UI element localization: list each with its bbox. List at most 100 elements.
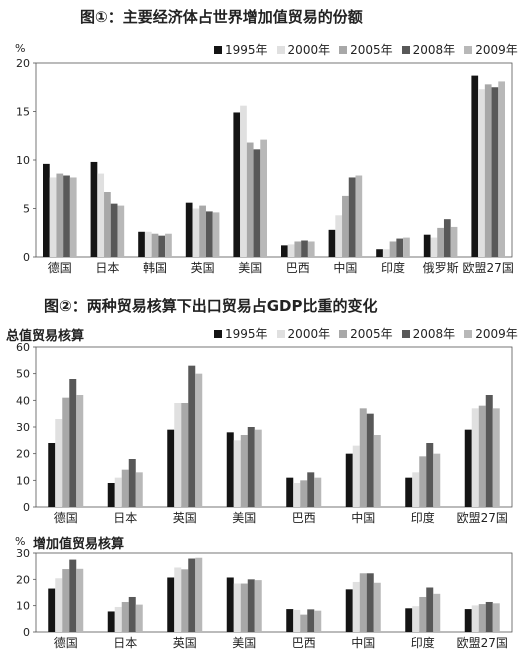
figure1-legend-swatch-0 (214, 45, 222, 54)
figure1-bar-0-2 (56, 173, 64, 257)
figure1-bar-8-1 (430, 237, 438, 257)
figure1-legend-label-4: 2009年 (475, 43, 518, 57)
figure2-value-added-bar-6-2 (419, 596, 427, 632)
figure1-legend-label-0: 1995年 (225, 43, 268, 57)
figure2-value-added-bar-6-3 (426, 587, 434, 632)
figure1-bar-5-4 (307, 241, 315, 257)
figure2-gross-bar-3-1 (233, 440, 241, 507)
figure2-gross-bar-4-0 (286, 477, 294, 507)
figure2-value-added-bar-0-0 (48, 588, 56, 632)
figure2-legend-item-4: 2009年 (464, 325, 518, 342)
figure1-bar-3-4 (212, 212, 220, 257)
figure1-bar-4-3 (253, 149, 261, 257)
figure2-value-added-bar-2-1 (174, 567, 182, 632)
figure2-legend-label-2: 2005年 (350, 327, 393, 341)
figure1-bar-0-0 (43, 163, 50, 257)
figure1-title: 图①：主要经济体占世界增加值贸易的份额 (80, 8, 363, 26)
figure1-bar-7-2 (389, 241, 397, 257)
figure1-legend-label-2: 2005年 (350, 43, 393, 57)
figure1-bar-4-1 (240, 105, 247, 258)
figure1-bar-6-1 (335, 215, 343, 257)
figure2-title: 图②：两种贸易核算下出口贸易占GDP比重的变化 (44, 297, 378, 315)
figure2-gross-bar-5-4 (373, 435, 381, 507)
figure2-value-added-category-label-2: 英国 (173, 636, 197, 650)
figure2-panel-b-unit: % (15, 535, 26, 548)
figure2-legend-label-0: 1995年 (225, 327, 268, 341)
figure2-value-added-bar-1-4 (135, 604, 143, 632)
figure2-value-added-bar-3-0 (226, 577, 234, 632)
figure1-bar-4-0 (233, 112, 241, 257)
figure2-legend-item-1: 2000年 (276, 325, 331, 342)
figure2-value-added-bar-5-2 (359, 573, 367, 632)
figure2-gross-bar-6-2 (419, 456, 427, 507)
figure1-category-label-7: 印度 (381, 260, 405, 275)
figure1-bar-8-4 (450, 226, 458, 257)
figure1-bar-6-3 (348, 177, 356, 257)
figure2-value-added-bar-1-3 (128, 596, 136, 632)
figure2-gross-category-label-5: 中国 (351, 510, 375, 525)
figure2-gross-ytick-label-3: 30 (16, 421, 30, 434)
figure2-value-added-bar-3-4 (254, 580, 262, 632)
figure1-bar-5-3 (301, 240, 308, 257)
figure2-legend-item-3: 2008年 (401, 325, 455, 342)
figure2-value-added-ytick-label-1: 10 (16, 600, 30, 613)
figure1-ytick-label-2: 10 (16, 154, 30, 167)
figure2-value-added-category-label-7: 欧盟27国 (457, 636, 508, 650)
figure1-category-label-1: 日本 (95, 261, 119, 275)
figure2-value-added-bar-7-1 (471, 605, 479, 632)
figure2-gross-bar-5-2 (359, 408, 367, 507)
figure2-value-added-bar-0-1 (55, 578, 63, 632)
figure2-gross-bar-1-0 (107, 483, 115, 507)
figure2-gross-bar-1-1 (114, 477, 122, 507)
figure1-bar-3-1 (192, 208, 200, 257)
figure2-gross-bar-3-0 (226, 432, 234, 507)
figure2-gross-bar-0-4 (76, 395, 84, 507)
figure2-value-added-ytick-label-0: 0 (23, 626, 30, 639)
figure2-value-added-bar-0-3 (69, 559, 77, 632)
figure1-bar-0-4 (69, 177, 77, 257)
figure1-category-label-4: 美国 (238, 261, 262, 275)
figure2-value-added-bar-6-0 (405, 608, 413, 632)
figure2-value-added-bar-1-2 (121, 601, 129, 632)
figure1-legend-item-4: 2009年 (464, 41, 518, 58)
figure2-value-added-bar-5-0 (345, 589, 353, 632)
figure2-value-added-bar-4-2 (300, 614, 308, 632)
figure2-gross-bar-6-4 (433, 453, 441, 507)
figure2-gross-bar-4-3 (307, 472, 315, 507)
figure2-legend-swatch-3 (401, 329, 410, 338)
figure1-bar-2-4 (165, 233, 172, 257)
figure2-gross-bar-7-4 (492, 408, 500, 507)
figure1-legend-swatch-3 (401, 45, 410, 54)
figure2-gross-bar-7-3 (485, 395, 493, 507)
figure2-value-added-bar-7-0 (464, 609, 472, 632)
figure1-bar-2-1 (144, 231, 152, 257)
figure1-bar-5-1 (287, 244, 295, 257)
figure2-value-added-category-label-0: 德国 (54, 635, 78, 650)
figure1-bar-1-2 (104, 192, 111, 257)
figure2-gross-bar-6-1 (412, 472, 420, 507)
figure2-gross-bar-6-3 (426, 443, 434, 507)
figure1-bar-3-3 (205, 211, 213, 257)
figure1-bar-2-2 (151, 233, 159, 257)
figure2-value-added-bar-5-1 (352, 581, 360, 632)
figure2-gross-bar-3-3 (247, 427, 255, 507)
figure1-bar-9-1 (478, 89, 485, 257)
figure1-bar-5-2 (294, 241, 302, 257)
figure1-category-label-0: 德国 (48, 260, 72, 275)
figure2-gross-ytick-label-6: 60 (16, 341, 30, 354)
figure2-value-added-plot-frame (35, 552, 513, 633)
figure1-category-label-2: 韩国 (143, 260, 167, 275)
figure1-bar-3-2 (199, 205, 206, 257)
figure2-gross-category-label-3: 美国 (232, 511, 256, 525)
figure1-legend-item-3: 2008年 (401, 41, 455, 58)
figure2-value-added-bar-7-4 (492, 603, 500, 632)
figure2-gross-bar-4-4 (314, 477, 322, 507)
figure1-ytick-label-4: 20 (16, 57, 30, 70)
figure2-legend-label-1: 2000年 (287, 327, 331, 341)
figure1-bar-8-2 (437, 227, 444, 257)
figure2-gross-bar-1-2 (121, 469, 129, 507)
figure2-value-added-bar-4-3 (307, 609, 315, 632)
figure2-gross-bar-0-3 (69, 379, 77, 507)
figure2-gross-bar-4-1 (293, 483, 301, 507)
